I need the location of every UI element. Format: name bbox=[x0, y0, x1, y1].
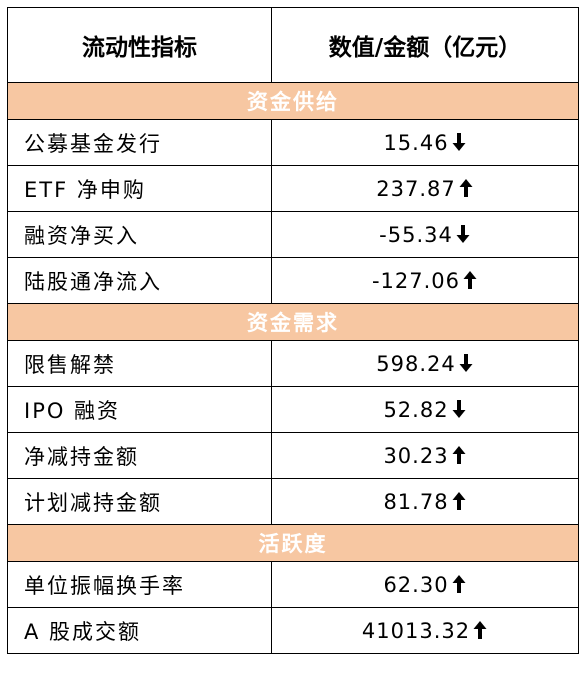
indicator-value-cell: 237.87 bbox=[271, 165, 579, 212]
indicator-value-cell: 15.46 bbox=[271, 119, 579, 166]
indicator-value-cell: 41013.32 bbox=[271, 607, 579, 654]
indicator-value-cell: 62.30 bbox=[271, 561, 579, 608]
indicator-value: 30.23 bbox=[383, 443, 449, 468]
indicator-value-cell: -127.06 bbox=[271, 257, 579, 304]
table-row: 融资净买入 -55.34 bbox=[7, 211, 579, 258]
section-title: 活跃度 bbox=[7, 524, 579, 562]
header-value: 数值/金额（亿元） bbox=[271, 7, 579, 83]
section-title: 资金供给 bbox=[7, 82, 579, 120]
indicator-value: 15.46 bbox=[383, 130, 449, 155]
indicator-value: -55.34 bbox=[379, 222, 453, 247]
indicator-value: 81.78 bbox=[383, 489, 449, 514]
indicator-value: 41013.32 bbox=[361, 618, 471, 643]
arrow-up-icon bbox=[451, 574, 467, 594]
arrow-up-icon bbox=[462, 270, 478, 290]
arrow-down-icon bbox=[458, 353, 474, 373]
arrow-up-icon bbox=[451, 491, 467, 511]
indicator-value: 237.87 bbox=[376, 176, 456, 201]
arrow-up-icon bbox=[451, 445, 467, 465]
indicator-label: ETF 净申购 bbox=[7, 165, 272, 212]
indicator-label: 计划减持金额 bbox=[7, 478, 272, 525]
indicator-label: 单位振幅换手率 bbox=[7, 561, 272, 608]
indicator-label: 限售解禁 bbox=[7, 340, 272, 387]
arrow-down-icon bbox=[451, 399, 467, 419]
section-header-row: 资金供给 bbox=[7, 82, 579, 120]
indicator-value-cell: 30.23 bbox=[271, 432, 579, 479]
indicator-label: 陆股通净流入 bbox=[7, 257, 272, 304]
table-row: 单位振幅换手率 62.30 bbox=[7, 561, 579, 608]
indicator-value-cell: 81.78 bbox=[271, 478, 579, 525]
indicator-label: 公募基金发行 bbox=[7, 119, 272, 166]
table-row: A 股成交额 41013.32 bbox=[7, 607, 579, 654]
indicator-label: 净减持金额 bbox=[7, 432, 272, 479]
table-header-row: 流动性指标 数值/金额（亿元） bbox=[7, 7, 579, 83]
section-header-row: 资金需求 bbox=[7, 303, 579, 341]
indicator-value-cell: -55.34 bbox=[271, 211, 579, 258]
indicator-value-cell: 52.82 bbox=[271, 386, 579, 433]
indicator-label: 融资净买入 bbox=[7, 211, 272, 258]
table-row: 陆股通净流入 -127.06 bbox=[7, 257, 579, 304]
table-body: 资金供给 公募基金发行 15.46 ETF 净申购 237.87 融资净买入 -55.34 陆… bbox=[7, 82, 579, 654]
table-row: ETF 净申购 237.87 bbox=[7, 165, 579, 212]
section-header-row: 活跃度 bbox=[7, 524, 579, 562]
arrow-down-icon bbox=[451, 132, 467, 152]
indicator-value: 52.82 bbox=[383, 397, 449, 422]
table-row: 公募基金发行 15.46 bbox=[7, 119, 579, 166]
table-row: 限售解禁 598.24 bbox=[7, 340, 579, 387]
table-row: IPO 融资 52.82 bbox=[7, 386, 579, 433]
section-title: 资金需求 bbox=[7, 303, 579, 341]
liquidity-table: 流动性指标 数值/金额（亿元） 资金供给 公募基金发行 15.46 ETF 净申购 23… bbox=[7, 7, 579, 654]
table-row: 计划减持金额 81.78 bbox=[7, 478, 579, 525]
indicator-label: IPO 融资 bbox=[7, 386, 272, 433]
indicator-value: 598.24 bbox=[376, 351, 456, 376]
indicator-value-cell: 598.24 bbox=[271, 340, 579, 387]
indicator-label: A 股成交额 bbox=[7, 607, 272, 654]
header-indicator: 流动性指标 bbox=[7, 7, 272, 83]
arrow-up-icon bbox=[472, 620, 488, 640]
table-row: 净减持金额 30.23 bbox=[7, 432, 579, 479]
liquidity-table-container: 流动性指标 数值/金额（亿元） 资金供给 公募基金发行 15.46 ETF 净申购 23… bbox=[7, 7, 579, 654]
arrow-up-icon bbox=[458, 178, 474, 198]
arrow-down-icon bbox=[455, 224, 471, 244]
indicator-value: -127.06 bbox=[371, 268, 461, 293]
indicator-value: 62.30 bbox=[383, 572, 449, 597]
